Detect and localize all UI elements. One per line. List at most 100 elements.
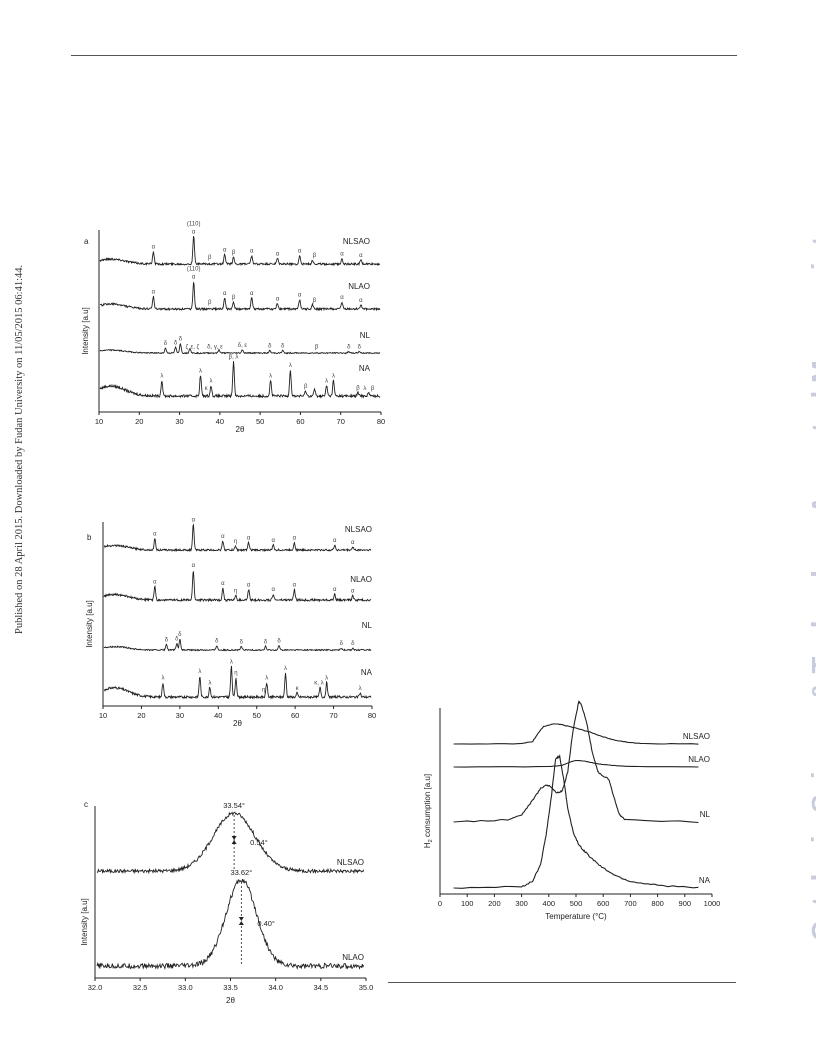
phase-marker: δ — [174, 340, 178, 346]
tpr-trace-nl — [453, 700, 699, 824]
x-tick-label: 33.0 — [178, 983, 193, 992]
phase-marker: α — [223, 291, 227, 297]
phase-marker: λ — [332, 373, 335, 379]
phase-marker: α — [250, 291, 254, 297]
phase-marker: λ — [325, 676, 328, 682]
phase-marker: β — [208, 255, 212, 261]
phase-marker: δ — [164, 341, 168, 347]
fwhm-label: 0.40° — [257, 919, 275, 928]
x-tick-label: 30 — [175, 417, 183, 426]
phase-marker: δ — [179, 336, 183, 342]
phase-marker: β — [315, 345, 319, 351]
phase-marker: α — [293, 535, 297, 541]
y-axis-label: Intensity [a.u] — [80, 898, 89, 946]
x-tick-label: 60 — [291, 711, 299, 720]
y-axis-label: Intensity [a.u] — [85, 600, 94, 648]
phase-marker: δ, ε — [238, 343, 248, 349]
xrd-zoom-trace-nlao — [96, 878, 365, 970]
fwhm-label: 0.54° — [250, 838, 268, 847]
xrd-trace-nlao — [100, 282, 381, 312]
phase-marker: κ — [205, 386, 209, 392]
phase-marker: λ — [230, 659, 233, 665]
phase-marker: λ — [289, 363, 292, 369]
y-axis-label: H2 consumption [a.u] — [423, 774, 434, 848]
phase-marker: η — [262, 687, 265, 693]
phase-marker: β — [232, 250, 236, 256]
footer-rule — [388, 982, 736, 983]
phase-marker: δ — [277, 638, 281, 644]
phase-marker: α — [359, 253, 363, 259]
phase-marker: δ — [240, 639, 244, 645]
phase-marker: α — [192, 563, 196, 569]
phase-marker: κ, λ — [314, 680, 323, 686]
phase-marker: α — [221, 534, 225, 540]
miller-index: (110) — [187, 266, 201, 272]
phase-marker: α — [153, 580, 157, 586]
x-tick-label: 400 — [543, 899, 556, 908]
panel-b-axes: 10 20 30 40 50 60 70 80 2θ — [99, 522, 376, 728]
phase-marker: α — [293, 583, 297, 589]
fwhm-arrow — [238, 917, 244, 925]
phase-marker: α — [272, 587, 276, 593]
phase-marker: λ — [161, 676, 164, 682]
panel-label: a — [84, 237, 89, 246]
x-tick-label: 800 — [651, 899, 664, 908]
phase-marker: λ — [198, 669, 201, 675]
phase-marker: α — [351, 540, 355, 546]
series-name: NLAO — [688, 755, 710, 764]
series-name: NLAO — [350, 575, 372, 584]
x-tick-label: 0 — [438, 899, 442, 908]
phase-marker: λ — [269, 373, 272, 379]
peak-position-label: 33.54° — [223, 801, 245, 810]
phase-marker: β, λ — [229, 355, 239, 361]
phase-marker: α — [276, 251, 280, 257]
panel-c-axes: 32.0 32.5 33.0 33.5 34.0 34.5 35.0 2θ — [88, 806, 374, 1005]
x-tick-label: 300 — [515, 899, 528, 908]
series-name: NL — [700, 810, 711, 819]
phase-marker: β — [371, 386, 375, 392]
series-name: NA — [359, 364, 371, 373]
series-name: NLSAO — [683, 732, 710, 741]
x-tick-label: 70 — [337, 417, 345, 426]
x-tick-label: 100 — [461, 899, 474, 908]
xrd-zoom-trace-nlsao — [96, 811, 365, 875]
series-name: NLSAO — [337, 858, 364, 867]
x-tick-label: 35.0 — [359, 983, 374, 992]
series-name: NLAO — [348, 282, 370, 291]
x-tick-label: 700 — [624, 899, 637, 908]
x-tick-label: 34.5 — [314, 983, 329, 992]
series-name: NLSAO — [343, 237, 370, 246]
phase-marker: α — [272, 538, 276, 544]
phase-marker: δ — [175, 637, 179, 643]
phase-marker: β — [232, 295, 236, 301]
x-tick-label: 600 — [597, 899, 610, 908]
x-tick-label: 70 — [329, 711, 337, 720]
phase-marker: ζ — [185, 345, 188, 351]
xrd-trace-nl — [99, 342, 381, 355]
phase-marker: α — [333, 587, 337, 593]
phase-marker: α — [153, 532, 157, 538]
phase-marker: β — [313, 298, 317, 304]
x-tick-label: 20 — [135, 417, 143, 426]
x-tick-label: 50 — [256, 417, 264, 426]
phase-marker: α — [351, 589, 355, 595]
panel-d-axes: 0 100 200 300 400 500 600 700 800 900 1000 Temperat… — [438, 708, 720, 921]
phase-marker: α — [359, 298, 363, 304]
peak-position-label: 33.62° — [230, 868, 252, 877]
miller-index: (110) — [187, 221, 201, 227]
phase-marker: α — [223, 247, 227, 253]
phase-marker: δ, γ, ε — [207, 345, 223, 351]
xrd-trace-nlsao — [99, 236, 381, 267]
series-name: NLSAO — [345, 525, 372, 534]
phase-marker: λ — [284, 666, 287, 672]
x-tick-label: 10 — [95, 417, 103, 426]
x-tick-label: 80 — [368, 711, 376, 720]
tpr-trace-na — [453, 753, 699, 889]
x-tick-label: 1000 — [704, 899, 721, 908]
series-name: NA — [361, 668, 373, 677]
phase-marker: α — [340, 251, 344, 257]
phase-marker: α — [333, 538, 337, 544]
phase-marker: α — [298, 292, 302, 298]
xrd-trace-na — [103, 665, 372, 700]
